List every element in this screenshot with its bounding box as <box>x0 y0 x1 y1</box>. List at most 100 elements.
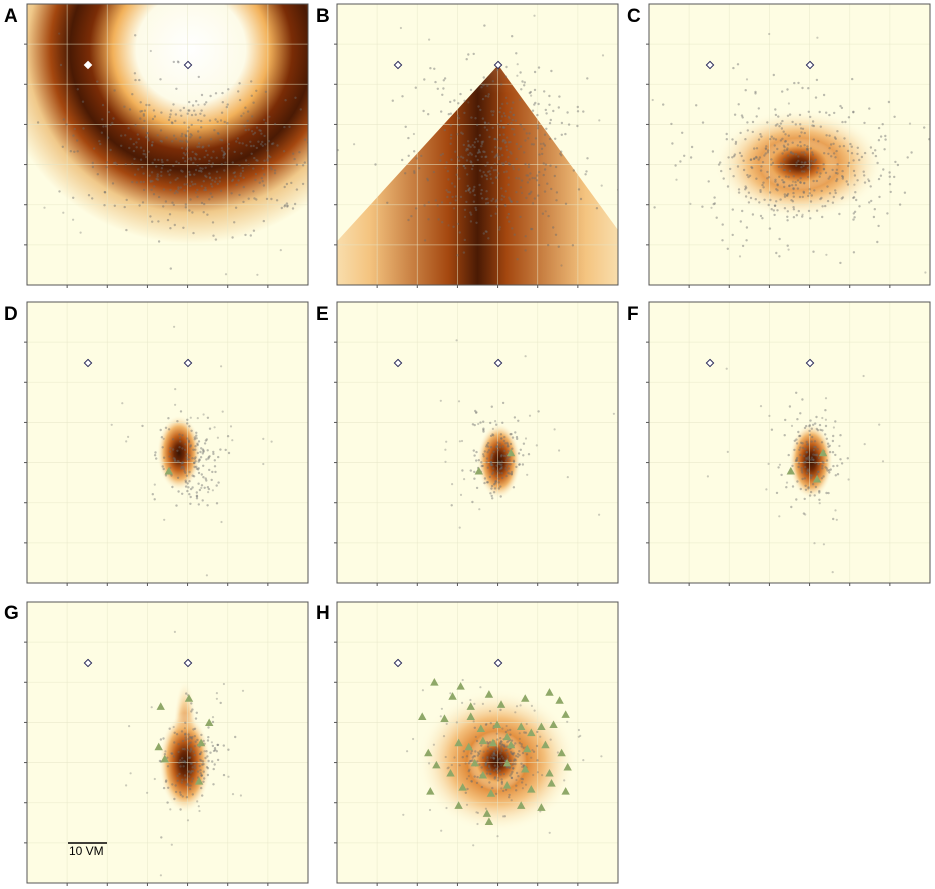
marker-triangle <box>818 448 828 457</box>
grid <box>27 302 308 583</box>
grid <box>337 4 618 285</box>
marker-triangle <box>466 712 475 720</box>
marker-triangle <box>430 678 439 686</box>
landmark-diamond <box>805 60 815 70</box>
grid <box>649 302 930 583</box>
panel-e: E <box>316 301 619 586</box>
landmark-diamond <box>83 658 93 668</box>
panel-frame <box>648 301 931 584</box>
scale-bar-label: 10 VM <box>69 844 104 858</box>
density-heatmap <box>477 423 521 499</box>
marker-triangle <box>492 720 502 729</box>
marker-triangle <box>484 817 494 825</box>
marker-triangle <box>521 694 530 702</box>
marker-triangle <box>517 801 526 809</box>
landmark-diamond <box>393 60 403 70</box>
panel-g: G <box>4 601 309 886</box>
grid <box>337 302 618 583</box>
marker-triangle <box>561 710 570 718</box>
panel-a: A <box>4 3 309 288</box>
panel-background <box>337 302 618 583</box>
landmark-diamond <box>493 658 503 668</box>
marker-triangle <box>545 688 554 696</box>
marker-triangle <box>502 781 512 789</box>
landmark-diamond <box>83 358 93 368</box>
panel-letter: D <box>4 304 18 325</box>
marker-triangle <box>537 722 546 731</box>
grid <box>337 602 618 883</box>
panel-frame <box>26 301 309 584</box>
marker-triangle <box>502 758 512 767</box>
marker-triangle <box>440 714 449 722</box>
panel-frame <box>336 3 619 286</box>
density-heatmap <box>27 4 308 244</box>
sample-points <box>337 14 618 267</box>
marker-triangle <box>205 718 214 726</box>
panel-letter: H <box>316 603 330 624</box>
panel-letter: F <box>627 304 639 325</box>
grid <box>27 4 308 285</box>
marker-triangle <box>547 779 556 787</box>
marker-triangle <box>418 712 427 720</box>
marker-triangle <box>476 724 486 733</box>
panel-h: H <box>316 601 619 886</box>
marker-triangle <box>496 700 506 708</box>
marker-triangle <box>456 682 465 690</box>
marker-triangle <box>541 740 550 749</box>
landmark-diamond <box>493 358 503 368</box>
panel-frame <box>648 3 931 286</box>
panel-b: B <box>316 3 619 288</box>
marker-triangle <box>466 702 475 710</box>
panel-frame <box>336 601 619 884</box>
marker-triangle <box>812 475 822 483</box>
panel-letter: B <box>316 6 330 27</box>
marker-triangle <box>561 787 570 795</box>
landmark-diamond <box>805 358 815 368</box>
sample-points <box>27 32 308 285</box>
marker-triangle <box>527 728 536 737</box>
marker-triangle <box>537 803 546 811</box>
panel-letter: A <box>4 6 18 27</box>
panel-c: C <box>627 3 931 288</box>
marker-triangle <box>517 722 526 731</box>
panel-d: D <box>4 301 309 586</box>
marker-triangle <box>527 785 536 793</box>
marker-triangle <box>454 801 463 809</box>
marker-triangle <box>523 744 532 753</box>
panel-background <box>649 302 930 583</box>
scale-bar: 10 VM <box>68 842 107 858</box>
sample-points <box>125 630 245 877</box>
marker-triangle <box>486 789 496 797</box>
density-heatmap <box>789 423 833 499</box>
landmark-diamond <box>705 60 715 70</box>
density-heatmap <box>157 415 201 491</box>
grid <box>27 602 308 883</box>
marker-triangle <box>786 466 795 475</box>
panel-letter: E <box>316 304 329 325</box>
marker-triangle <box>563 762 572 771</box>
marker-triangle <box>458 783 467 791</box>
marker-triangle <box>448 692 457 700</box>
sample-points <box>402 678 603 847</box>
marker-triangle <box>502 732 512 741</box>
density-heatmap <box>337 65 618 285</box>
panel-f: F <box>627 301 931 586</box>
landmark-diamond <box>393 658 403 668</box>
panel-frame <box>26 601 309 884</box>
marker-triangle <box>478 736 488 745</box>
grid <box>649 4 930 285</box>
marker-triangle <box>521 764 530 773</box>
marker-triangle <box>555 696 564 704</box>
marker-triangle <box>470 758 479 767</box>
marker-triangle <box>424 748 433 757</box>
panel-frame <box>336 301 619 584</box>
landmark-diamond <box>705 358 715 368</box>
marker-triangle <box>446 768 455 777</box>
panel-frame <box>26 3 309 286</box>
marker-triangle <box>196 738 206 747</box>
marker-triangle <box>506 448 516 457</box>
marker-triangle <box>557 748 566 757</box>
marker-triangle <box>160 754 169 763</box>
